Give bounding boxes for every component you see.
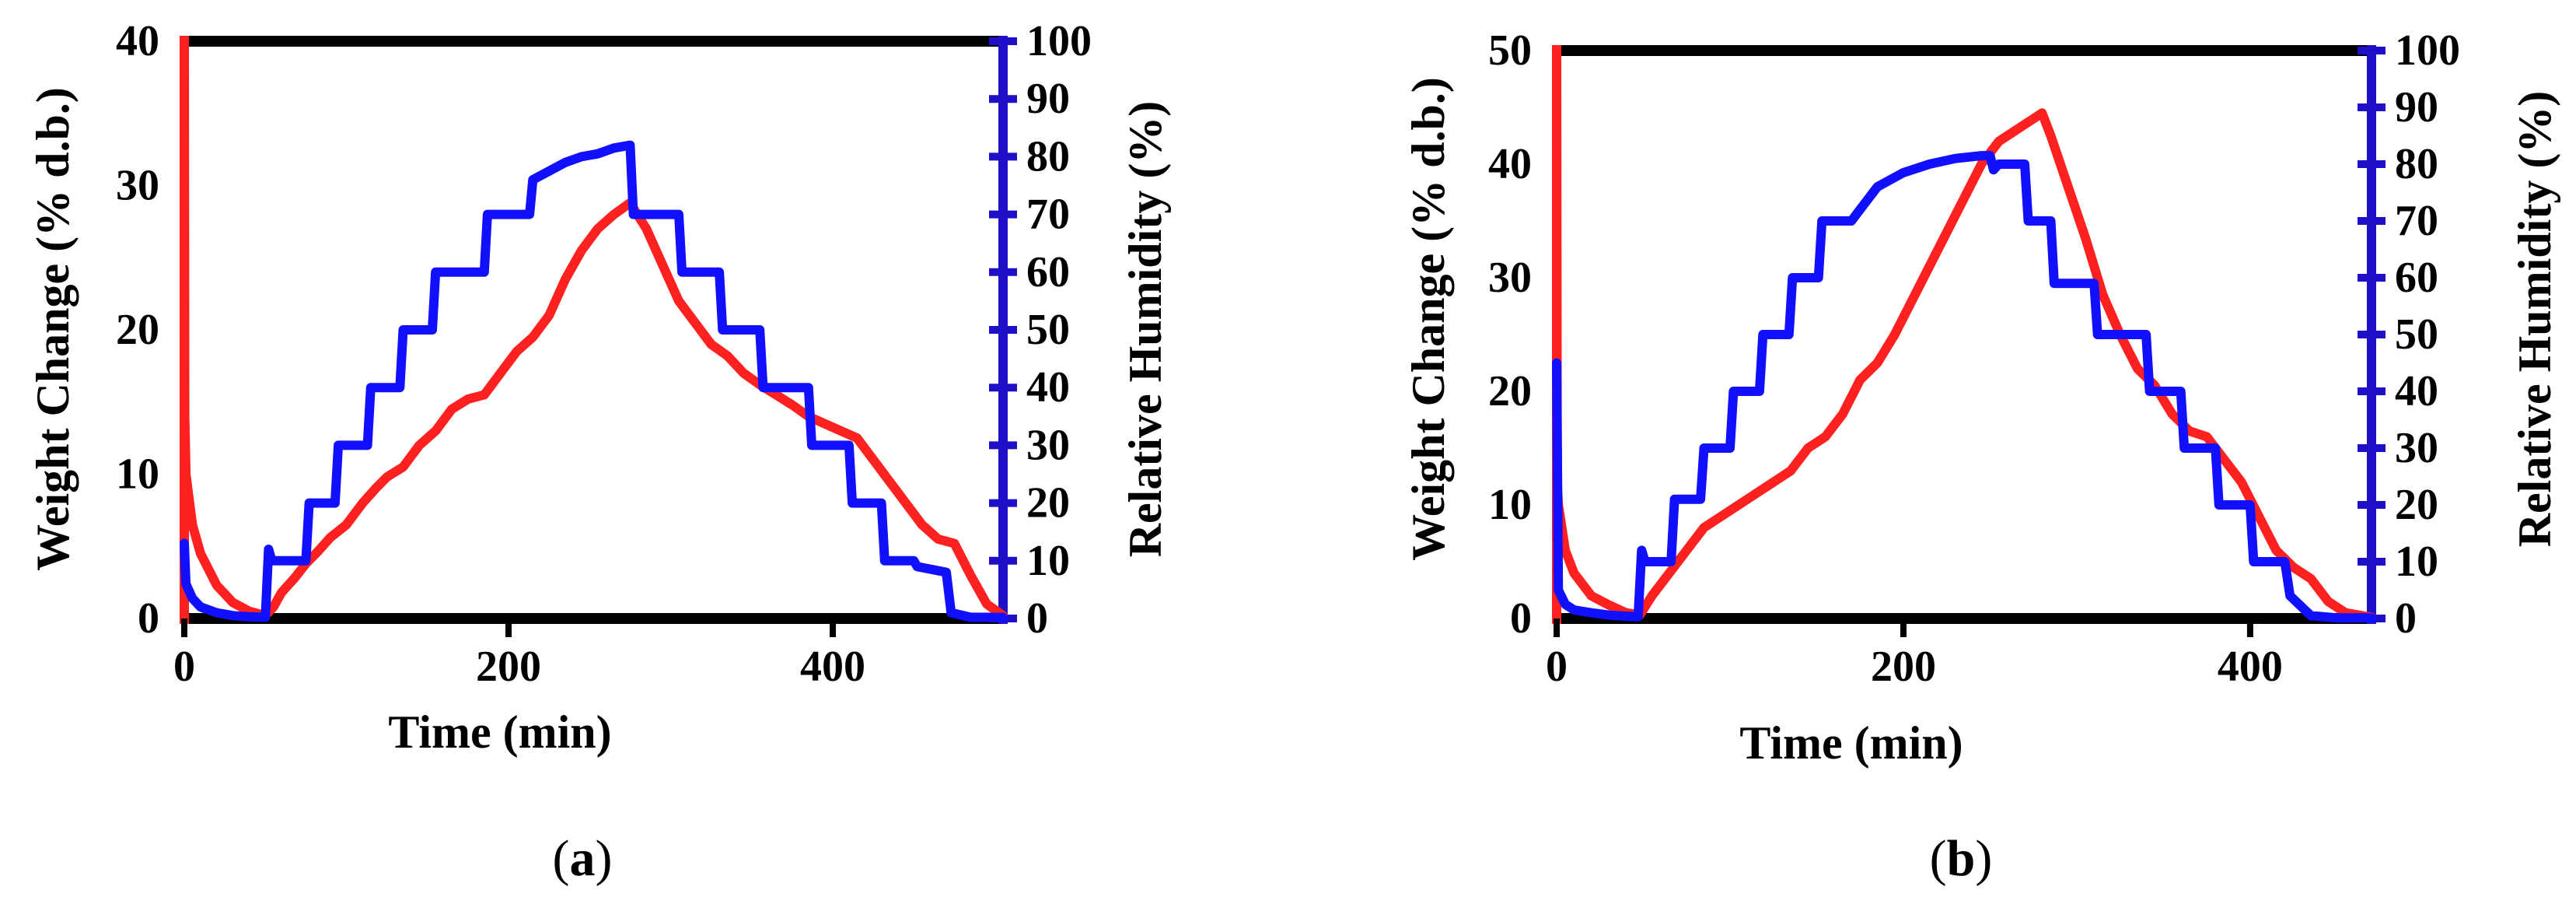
- panel-b-xtick-label: 0: [1546, 643, 1568, 691]
- panel-a-ytick-left-label: 0: [138, 594, 159, 643]
- panel-b-ytick-right-label: 70: [2395, 197, 2438, 245]
- panel-b-ytick-right-label: 60: [2395, 254, 2438, 302]
- panel-b-ylabel-right: Relative Humidity (%): [2509, 91, 2560, 548]
- panel-b-ytick-left-label: 50: [1488, 26, 1532, 75]
- panel-a-ylabel-left: Weight Change (% d.b.): [27, 87, 79, 571]
- panel-a-ytick-left-label: 30: [116, 162, 159, 210]
- panel-a-ytick-right-label: 30: [1026, 421, 1070, 469]
- panel-b-plot: 0 200 400 0 10 20 30 40 50 0 10 20 30 40 50 60 70 80 90 100: [1488, 26, 2460, 691]
- panel-b-ytick-right-label: 100: [2395, 26, 2460, 75]
- panel-b-ytick-right-label: 30: [2395, 424, 2438, 472]
- panel-a-xtick-label: 200: [476, 643, 541, 691]
- panel-a-caption: (a): [553, 830, 613, 887]
- panel-b-ytick-right-label: 50: [2395, 310, 2438, 359]
- panel-a-ytick-left-label: 10: [116, 450, 159, 499]
- panel-a-xtick-label: 400: [800, 643, 865, 691]
- panel-b-series-relative-humidity: [1552, 151, 2376, 623]
- panel-b-xtick-label: 200: [1871, 643, 1936, 691]
- panel-b-ytick-left-label: 40: [1488, 140, 1532, 188]
- panel-a-series-relative-humidity: [180, 140, 1008, 622]
- panel-b-ytick-right-label: 40: [2395, 367, 2438, 415]
- panel-b-ytick-right-label: 0: [2395, 594, 2417, 643]
- panel-b-ytick-left-label: 30: [1488, 254, 1532, 302]
- panel-a-ytick-right-label: 50: [1026, 306, 1070, 354]
- panel-a-ytick-left-label: 20: [116, 306, 159, 354]
- panel-b-ytick-right-label: 90: [2395, 83, 2438, 131]
- panel-a-ytick-right-label: 80: [1026, 132, 1070, 180]
- panel-a-ytick-right-label: 90: [1026, 75, 1070, 123]
- panel-a-xlabel: Time (min): [388, 706, 611, 758]
- panel-a-caption-letter: a: [570, 830, 596, 887]
- panel-a-ytick-right-label: 40: [1026, 363, 1070, 412]
- panel-a-ytick-right-label: 70: [1026, 191, 1070, 239]
- panel-b-ytick-right-label: 10: [2395, 538, 2438, 586]
- panel-a-ytick-right-label: 20: [1026, 479, 1070, 527]
- panel-b-xtick-label: 400: [2218, 643, 2283, 691]
- panel-b: 0 200 400 0 10 20 30 40 50 0 10 20 30 40 50 60 70 80 90 100…: [1403, 26, 2560, 887]
- panel-a-xtick-label: 0: [173, 643, 195, 691]
- panel-b-ytick-left-label: 20: [1488, 367, 1532, 415]
- panel-a-ytick-left-label: 40: [116, 17, 159, 65]
- panel-a-ytick-right-label: 60: [1026, 248, 1070, 296]
- panel-b-ytick-left-label: 10: [1488, 481, 1532, 529]
- panel-b-caption: (b): [1930, 830, 1993, 887]
- panel-b-caption-letter: b: [1947, 830, 1976, 887]
- panel-b-ytick-right-label: 20: [2395, 481, 2438, 529]
- panel-a-ytick-right-label: 10: [1026, 537, 1070, 585]
- panel-b-ylabel-left: Weight Change (% d.b.): [1403, 77, 1454, 561]
- panel-b-ytick-right-label: 80: [2395, 140, 2438, 188]
- panel-a-ytick-right-label: 100: [1026, 17, 1092, 65]
- panel-a-ylabel-right: Relative Humidity (%): [1120, 101, 1171, 558]
- panel-b-ytick-left-label: 0: [1510, 594, 1532, 643]
- panel-b-xlabel: Time (min): [1739, 717, 1963, 769]
- panel-a-series-weight-change: [180, 37, 1008, 621]
- panel-a-ytick-right-label: 0: [1026, 594, 1048, 643]
